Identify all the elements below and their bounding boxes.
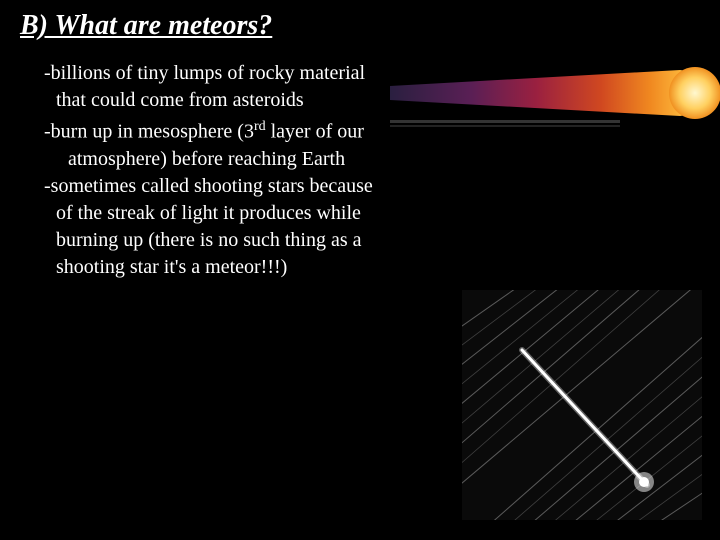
bullet-2: -burn up in mesosphere (3rd layer of our… [68, 118, 386, 173]
body-text: -billions of tiny lumps of rocky materia… [16, 60, 386, 281]
bullet-1: -billions of tiny lumps of rocky materia… [44, 60, 386, 114]
meteor-photo-svg [462, 290, 702, 520]
meteor-photo [462, 290, 702, 520]
slide-container: B) What are meteors? -billions of tin [0, 0, 720, 540]
bullet-3: -sometimes called shooting stars because… [44, 173, 386, 281]
bullet-2-sup: rd [254, 119, 266, 134]
bullet-2-pre: -burn up in mesosphere (3 [44, 121, 254, 143]
comet-graphic-icon [390, 58, 720, 128]
slide-title: B) What are meteors? [16, 10, 704, 42]
